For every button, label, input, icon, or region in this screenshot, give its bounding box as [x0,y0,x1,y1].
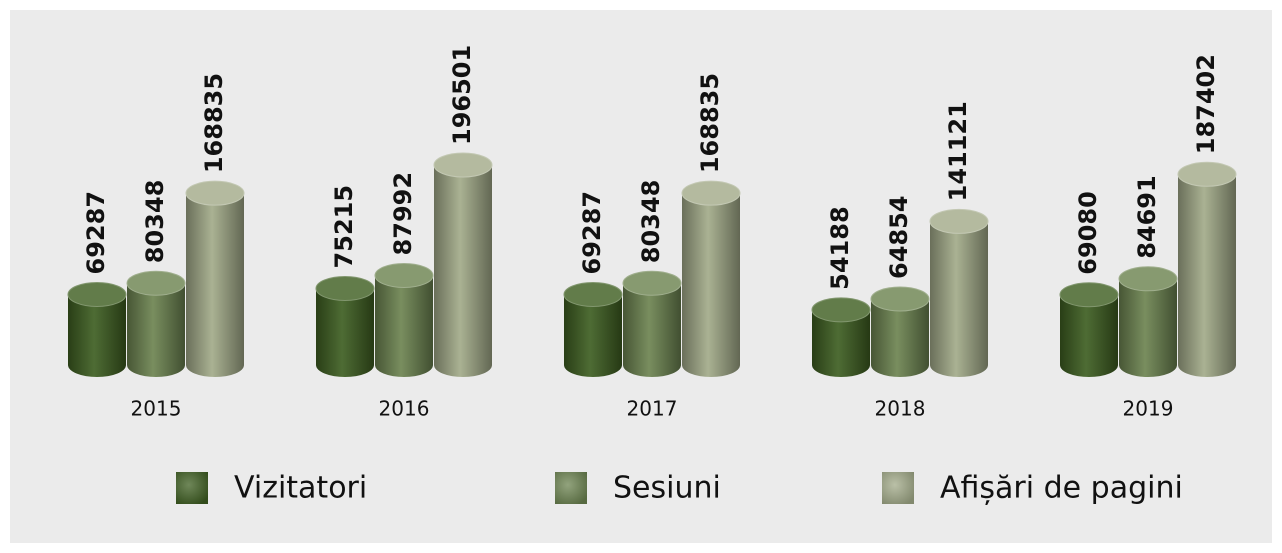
bar [622,270,682,377]
value-label: 64854 [885,195,913,279]
bar [870,286,930,377]
bar [929,208,989,377]
value-label: 84691 [1133,175,1161,259]
legend-swatch [176,472,208,504]
value-label: 80348 [637,180,665,264]
bar [681,180,741,377]
legend-label: Sesiuni [613,471,721,506]
legend-label: Afișări de pagini [940,471,1183,506]
x-tick-label: 2019 [1123,397,1174,421]
bar [185,180,245,377]
legend-swatch [882,472,914,504]
bar [433,152,493,377]
value-label: 80348 [141,180,169,264]
value-label: 54188 [826,206,854,290]
bar [315,275,375,377]
value-label: 69287 [82,191,110,275]
value-label: 75215 [330,185,358,269]
value-label: 187402 [1192,54,1220,154]
value-label: 168835 [200,73,228,173]
value-label: 168835 [696,73,724,173]
x-tick-label: 2018 [875,397,926,421]
value-label: 69080 [1074,191,1102,275]
bar [67,281,127,377]
legend-swatch [555,472,587,504]
value-label: 196501 [448,45,476,145]
bar [1118,266,1178,377]
value-label: 69287 [578,191,606,275]
value-label: 141121 [944,101,972,201]
x-tick-label: 2015 [131,397,182,421]
bar [811,297,871,377]
x-tick-label: 2016 [379,397,430,421]
bar [374,262,434,377]
bar [126,270,186,377]
value-label: 87992 [389,172,417,256]
bar [563,281,623,377]
bar [1177,161,1237,377]
bar [1059,282,1119,377]
legend-label: Vizitatori [234,471,367,506]
x-tick-label: 2017 [627,397,678,421]
